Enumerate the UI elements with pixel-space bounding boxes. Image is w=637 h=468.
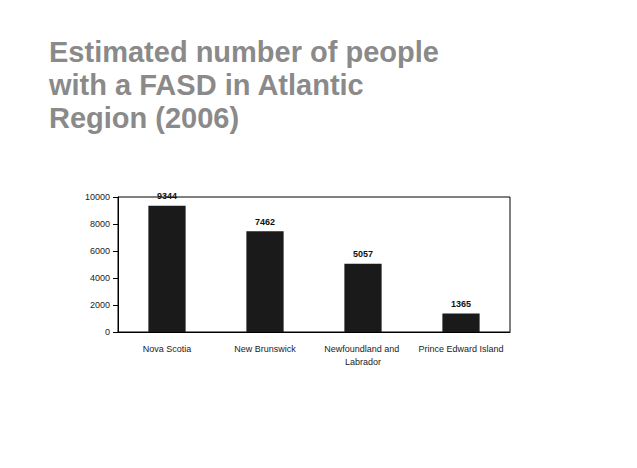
svg-text:0: 0 — [105, 327, 110, 337]
svg-text:1365: 1365 — [451, 299, 471, 309]
svg-text:Newfoundland and: Newfoundland and — [324, 344, 402, 354]
svg-text:8000: 8000 — [90, 219, 110, 229]
svg-text:Labrador: Labrador — [345, 357, 381, 367]
svg-text:New Brunswick: New Brunswick — [234, 344, 296, 354]
svg-text:Nova Scotia: Nova Scotia — [143, 344, 192, 354]
svg-text:6000: 6000 — [90, 246, 110, 256]
svg-text:Region (2006): Region (2006) — [49, 102, 239, 134]
svg-text:5057: 5057 — [353, 249, 373, 259]
svg-text:9344: 9344 — [157, 191, 177, 201]
svg-text:Estimated number of people: Estimated number of people — [49, 36, 447, 68]
svg-text:10000: 10000 — [85, 192, 110, 202]
svg-text:Prince Edward Island: Prince Edward Island — [418, 344, 503, 354]
svg-text:4000: 4000 — [90, 273, 110, 283]
svg-text:with a FASD in Atlantic: with a FASD in Atlantic — [48, 69, 372, 101]
svg-text:2000: 2000 — [90, 300, 110, 310]
svg-text:7462: 7462 — [255, 217, 275, 227]
